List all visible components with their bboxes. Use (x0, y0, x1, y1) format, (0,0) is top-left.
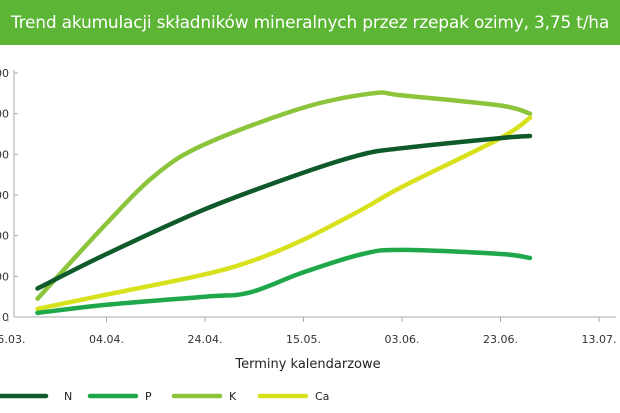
x-ticks (7, 317, 600, 322)
series-line-p (35, 247, 533, 316)
x-tick-labels: 15.03. 04.04. 24.04. 15.05. 03.06. 23.06. 13.0… (0, 333, 617, 346)
y-tick-label: 500 (0, 108, 9, 121)
y-tick-label: 200 (0, 230, 9, 243)
chart-title: Trend akumulacji składników mineralnych … (10, 12, 610, 33)
y-tick-label: 300 (0, 189, 9, 202)
x-tick-label: 24.04. (188, 333, 223, 346)
y-tick-label: 0 (2, 311, 9, 324)
y-tick-label: 600 (0, 67, 9, 80)
x-tick-label: 15.05. (286, 333, 321, 346)
title-bar: Trend akumulacji składników mineralnych … (0, 0, 620, 45)
y-tick-label: 100 (0, 270, 9, 283)
x-tick-label: 15.03. (0, 333, 26, 346)
legend: N P K Ca (0, 390, 329, 403)
legend-label-p: P (145, 390, 152, 403)
axes (13, 70, 616, 318)
y-tick-labels: 0 100 200 300 400 500 600 (0, 67, 18, 324)
legend-label-k: K (229, 390, 237, 403)
series-line-n (35, 133, 533, 291)
legend-label-n: N (64, 390, 72, 403)
series-line-ca (35, 115, 533, 312)
x-tick-label: 03.06. (385, 333, 420, 346)
x-tick-label: 13.07. (582, 333, 617, 346)
series-line-k (35, 90, 533, 301)
legend-label-ca: Ca (315, 390, 329, 403)
y-tick-label: 400 (0, 148, 9, 161)
x-tick-label: 04.04. (89, 333, 124, 346)
x-axis-title: Terminy kalendarzowe (234, 357, 380, 372)
x-tick-label: 23.06. (483, 333, 518, 346)
series-lines (35, 90, 533, 316)
